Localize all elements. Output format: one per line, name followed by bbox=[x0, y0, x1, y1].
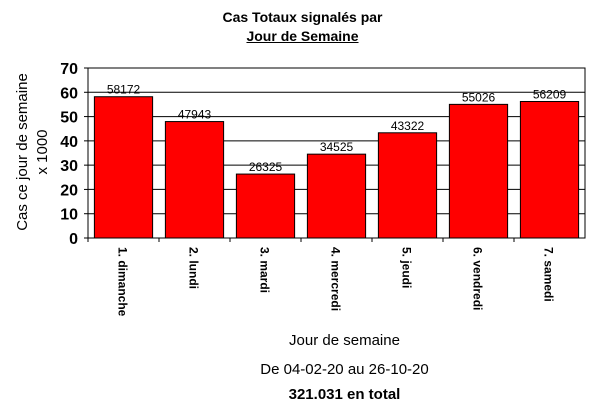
value-label: 58172 bbox=[107, 83, 141, 97]
x-tick-label: 6. vendredi bbox=[471, 247, 485, 310]
value-label: 43322 bbox=[391, 119, 425, 133]
bar bbox=[164, 121, 225, 239]
value-label: 47943 bbox=[178, 108, 212, 122]
x-axis-label: Jour de semaine bbox=[289, 332, 400, 349]
value-label: 26325 bbox=[249, 160, 283, 174]
bar bbox=[93, 96, 154, 239]
x-tick-label: 1. dimanche bbox=[116, 247, 130, 317]
y-tick-label: 0 bbox=[69, 231, 78, 248]
value-label: 55026 bbox=[462, 90, 496, 104]
bar bbox=[519, 100, 580, 239]
y-tick-label: 60 bbox=[60, 85, 78, 102]
bar bbox=[448, 103, 509, 239]
total-cases: 321.031 en total bbox=[288, 386, 401, 403]
chart-title: Cas Totaux signalés par bbox=[222, 9, 383, 25]
y-axis-label-line2: x 1000 bbox=[34, 129, 51, 174]
date-range: De 04-02-20 au 26-10-20 bbox=[260, 361, 429, 378]
x-tick-label: 5. jeudi bbox=[400, 247, 414, 288]
x-tick-label: 4. mercredi bbox=[329, 247, 343, 311]
x-tick-label: 7. samedi bbox=[542, 247, 556, 302]
chart-subtitle: Jour de Semaine bbox=[246, 28, 359, 44]
y-tick-label: 50 bbox=[60, 110, 78, 127]
value-label: 56209 bbox=[533, 87, 567, 101]
y-tick-label: 40 bbox=[60, 134, 78, 151]
y-tick-label: 30 bbox=[60, 158, 78, 175]
y-tick-label: 20 bbox=[60, 182, 78, 199]
bar bbox=[306, 153, 367, 239]
y-tick-label: 70 bbox=[60, 61, 78, 78]
y-axis-label-line1: Cas ce jour de semaine bbox=[14, 73, 31, 231]
x-tick-label: 3. mardi bbox=[258, 247, 272, 293]
bar bbox=[235, 173, 296, 239]
value-label: 34525 bbox=[320, 140, 354, 154]
bar bbox=[377, 132, 438, 239]
x-tick-label: 2. lundi bbox=[187, 247, 201, 289]
y-tick-label: 10 bbox=[60, 207, 78, 224]
